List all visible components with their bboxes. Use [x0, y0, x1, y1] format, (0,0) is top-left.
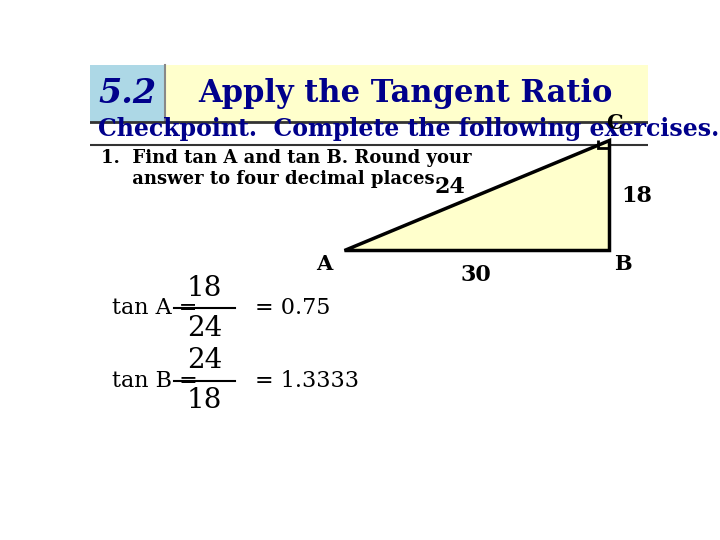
Text: tan A =: tan A = — [112, 297, 198, 319]
Text: 24: 24 — [434, 177, 465, 199]
Text: 30: 30 — [461, 264, 492, 286]
Text: 24: 24 — [186, 347, 222, 374]
Bar — [90, 65, 166, 122]
Text: 18: 18 — [621, 185, 652, 207]
Text: 18: 18 — [186, 274, 222, 301]
Text: 5.2: 5.2 — [99, 77, 156, 110]
Text: Checkpoint.  Complete the following exercises.: Checkpoint. Complete the following exerc… — [99, 117, 719, 141]
Text: 24: 24 — [186, 314, 222, 341]
Text: tan B =: tan B = — [112, 370, 198, 392]
Text: Apply the Tangent Ratio: Apply the Tangent Ratio — [198, 78, 613, 109]
Bar — [90, 65, 648, 122]
Text: 1.  Find tan A and tan B. Round your: 1. Find tan A and tan B. Round your — [101, 150, 472, 167]
Text: = 1.3333: = 1.3333 — [255, 370, 359, 392]
Text: answer to four decimal places.: answer to four decimal places. — [101, 170, 441, 188]
Text: C: C — [606, 113, 623, 133]
Text: 18: 18 — [186, 387, 222, 414]
Text: B: B — [615, 254, 632, 274]
Polygon shape — [344, 140, 609, 250]
Text: = 0.75: = 0.75 — [255, 297, 330, 319]
Text: A: A — [317, 254, 333, 274]
